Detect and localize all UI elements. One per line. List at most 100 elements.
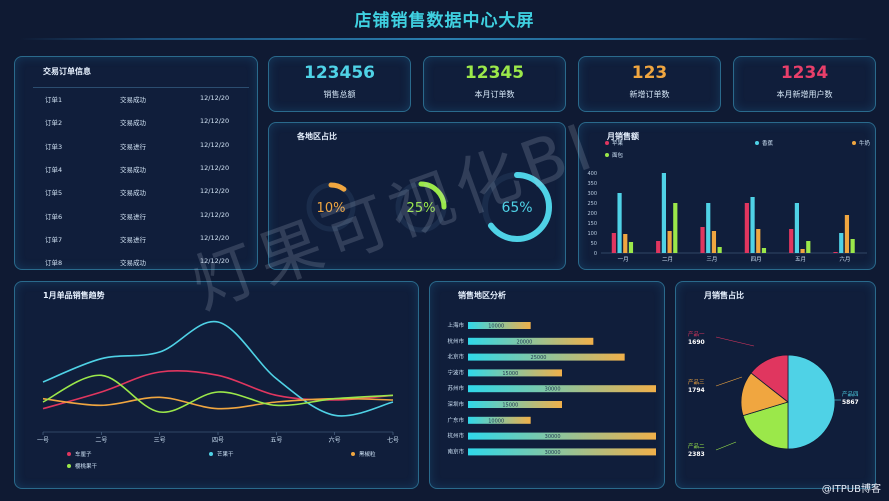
orders-panel: 交易订单信息 订单1 交易成功 12/12/20 订单2 交易成功 12/12/20 订单3… bbox=[14, 56, 258, 270]
kpi-value: 12345 bbox=[464, 63, 525, 83]
x-tick-label: 四号 bbox=[212, 437, 224, 444]
x-tick-label: 六号 bbox=[329, 436, 341, 444]
order-name: 订单4 bbox=[45, 165, 63, 174]
bar bbox=[673, 203, 678, 253]
order-name: 订单5 bbox=[45, 189, 63, 198]
slice-name-label: 产品四 bbox=[842, 390, 859, 398]
x-tick-label: 五月 bbox=[795, 256, 806, 263]
pie-slice bbox=[787, 354, 836, 450]
order-status: 交易进行 bbox=[120, 235, 146, 244]
x-tick-label: 四月 bbox=[751, 256, 762, 263]
legend-label: 黑椒粒 bbox=[359, 450, 376, 458]
order-status: 交易进行 bbox=[120, 142, 146, 151]
order-status: 交易成功 bbox=[120, 119, 146, 128]
category-label: 上海市 bbox=[447, 321, 464, 329]
order-row[interactable]: 订单7 交易进行 12/12/20 bbox=[45, 234, 255, 256]
category-label: 杭州市 bbox=[447, 432, 464, 440]
order-date: 12/12/20 bbox=[200, 257, 230, 266]
bar bbox=[468, 385, 656, 393]
category-label: 深圳市 bbox=[447, 400, 464, 408]
ring-arc bbox=[306, 182, 356, 232]
pie-slice bbox=[742, 401, 789, 450]
ring-arc bbox=[395, 181, 447, 233]
category-label: 宁波市 bbox=[447, 368, 464, 376]
kpi-value: 1234 bbox=[780, 63, 829, 83]
bar bbox=[623, 234, 628, 253]
bar-value-label: 30000 bbox=[545, 387, 561, 393]
order-row[interactable]: 订单3 交易进行 12/12/20 bbox=[45, 141, 255, 163]
bar bbox=[468, 369, 562, 377]
kpi-value: 123456 bbox=[304, 63, 375, 83]
kpi-label: 新增订单数 bbox=[629, 90, 670, 99]
ring-arc bbox=[482, 172, 552, 242]
bar-value-label: 15000 bbox=[502, 371, 518, 377]
bar bbox=[468, 322, 531, 329]
order-name: 订单8 bbox=[45, 259, 63, 268]
legend-label: 牛奶 bbox=[859, 139, 871, 147]
monthly-sales-panel: 月销售额 0 50 100 150 200 250 300 350 400 一月 二月 三月 四月 五月 六… bbox=[578, 122, 876, 270]
bar bbox=[711, 231, 717, 253]
order-row[interactable]: 订单6 交易进行 12/12/20 bbox=[45, 211, 255, 233]
bar bbox=[468, 401, 562, 408]
order-name: 订单1 bbox=[45, 96, 63, 104]
slice-value-label: 1690 bbox=[688, 339, 705, 346]
legend-dot bbox=[755, 141, 759, 145]
dashboard-title: 店铺销售数据中心大屏 bbox=[354, 11, 535, 31]
order-row[interactable]: 订单2 交易成功 12/12/20 bbox=[45, 117, 255, 139]
bar bbox=[789, 229, 794, 253]
category-label: 南京市 bbox=[447, 447, 464, 455]
slice-value-label: 1794 bbox=[688, 387, 705, 394]
ring-label: 25% bbox=[407, 201, 436, 216]
ring-label: 65% bbox=[501, 200, 532, 216]
region-ratio-rings: 10% 25% 65% bbox=[306, 172, 552, 242]
bar-value-label: 30000 bbox=[545, 434, 561, 440]
bar-value-label: 20000 bbox=[516, 339, 532, 345]
region-ratio-title: 各地区占比 bbox=[297, 132, 337, 141]
bar bbox=[750, 197, 755, 253]
y-tick-label: 150 bbox=[587, 221, 597, 227]
region-analysis-panel: 销售地区分析 上海市 10000 杭州市 20000 北京市 25000 宁波市 15000 苏… bbox=[429, 281, 665, 489]
bar-value-label: 30000 bbox=[545, 450, 561, 456]
kpi-label: 本月新增用户数 bbox=[776, 90, 833, 99]
bar bbox=[761, 248, 767, 253]
series-line bbox=[42, 370, 394, 410]
x-tick-label: 一号 bbox=[37, 437, 49, 444]
x-tick-label: 六月 bbox=[839, 255, 850, 263]
kpi-value: 123 bbox=[631, 63, 668, 83]
bar bbox=[617, 193, 622, 253]
bar bbox=[844, 215, 850, 253]
bar bbox=[806, 241, 811, 253]
order-status: 交易成功 bbox=[120, 96, 146, 104]
title-divider bbox=[20, 38, 869, 40]
bar bbox=[850, 239, 855, 253]
x-tick-label: 二号 bbox=[95, 437, 107, 444]
order-row[interactable]: 订单4 交易成功 12/12/20 bbox=[45, 164, 255, 186]
bar bbox=[656, 241, 661, 253]
legend-dot bbox=[351, 452, 355, 456]
bar bbox=[468, 337, 594, 345]
kpi-label: 本月订单数 bbox=[474, 90, 515, 99]
legend-label: 苹果 bbox=[612, 139, 624, 147]
order-name: 订单6 bbox=[45, 212, 63, 221]
bar bbox=[667, 231, 672, 253]
bar bbox=[700, 227, 705, 253]
sales-share-panel: 月销售占比 产品四 5867 产品二 2383 产品三 1794 产品一 1690 bbox=[675, 281, 876, 489]
bar bbox=[706, 203, 711, 253]
bar bbox=[468, 448, 656, 456]
x-tick-label: 五号 bbox=[270, 437, 282, 444]
bar bbox=[756, 229, 761, 253]
y-tick-label: 100 bbox=[587, 231, 597, 237]
order-row[interactable]: 订单8 交易成功 12/12/20 bbox=[45, 257, 255, 279]
pie-slice bbox=[750, 354, 789, 403]
region-analysis-title: 销售地区分析 bbox=[458, 291, 506, 300]
order-row[interactable]: 订单5 交易成功 12/12/20 bbox=[45, 187, 255, 209]
category-label: 苏州市 bbox=[447, 384, 464, 392]
order-date: 12/12/20 bbox=[200, 187, 230, 196]
y-tick-label: 50 bbox=[591, 241, 597, 247]
bar-value-label: 15000 bbox=[502, 403, 518, 409]
region-analysis-chart: 上海市 10000 杭州市 20000 北京市 25000 宁波市 15000 苏州市 30000… bbox=[447, 321, 656, 456]
order-row[interactable]: 订单1 交易成功 12/12/20 bbox=[45, 94, 255, 116]
label-leader bbox=[715, 336, 755, 347]
